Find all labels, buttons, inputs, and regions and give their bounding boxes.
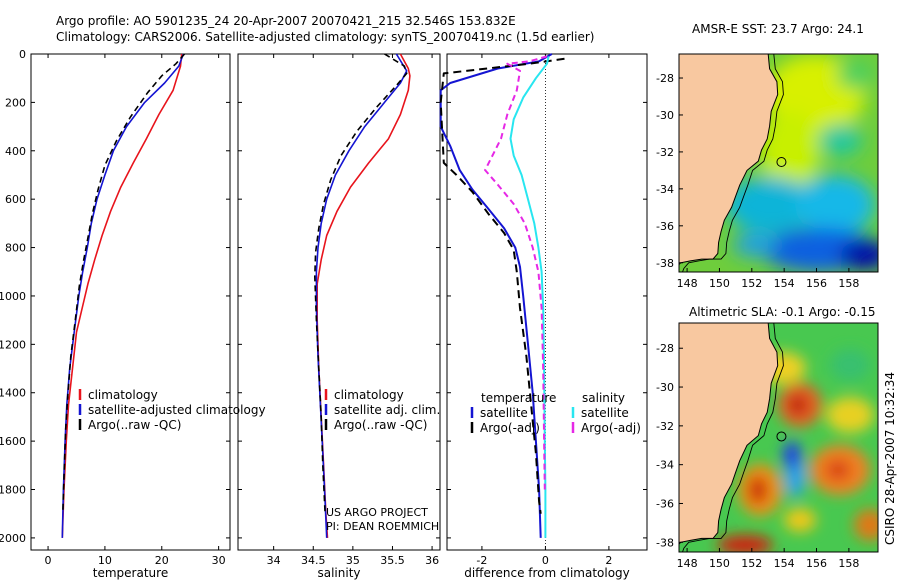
series-line bbox=[509, 56, 550, 538]
x-tick-label: 36 bbox=[425, 554, 439, 567]
y-tick-label: -34 bbox=[656, 459, 674, 472]
series-line bbox=[61, 53, 185, 538]
legend-label: satellite adj. clim. bbox=[334, 403, 440, 417]
x-tick-label: 10 bbox=[98, 554, 112, 567]
map-frame bbox=[678, 322, 879, 553]
y-tick-label: -38 bbox=[656, 257, 674, 270]
y-tick-label: -36 bbox=[656, 220, 674, 233]
legend-label: Argo(..raw -QC) bbox=[334, 418, 427, 432]
map-frame bbox=[678, 53, 879, 273]
y-tick-label: 1400 bbox=[0, 387, 26, 400]
series-line bbox=[61, 53, 183, 538]
y-tick-label: 1000 bbox=[0, 290, 26, 303]
y-tick-label: -28 bbox=[656, 72, 674, 85]
shelf-contour bbox=[682, 323, 784, 552]
y-tick-label: 600 bbox=[5, 193, 26, 206]
y-tick-label: -34 bbox=[656, 183, 674, 196]
argo-position-marker bbox=[776, 431, 787, 442]
x-tick-label: 30 bbox=[212, 554, 226, 567]
axes-frame bbox=[30, 53, 231, 551]
y-tick-label: 1200 bbox=[0, 338, 26, 351]
credit-line-1: US ARGO PROJECT bbox=[326, 506, 428, 519]
axes-frame bbox=[446, 53, 648, 551]
salinity-profile bbox=[237, 53, 441, 551]
legend-label: Argo(..raw -QC) bbox=[88, 418, 181, 432]
x-tick-label: 35 bbox=[346, 554, 360, 567]
series-line bbox=[439, 53, 553, 538]
x-tick-label: 152 bbox=[741, 557, 762, 570]
side-label: CSIRO 28-Apr-2007 10:32:34 bbox=[883, 371, 897, 545]
legend-label: satellite bbox=[581, 406, 629, 420]
legend-heading: salinity bbox=[582, 391, 625, 405]
legend-label: satellite-adjusted climatology bbox=[88, 403, 266, 417]
x-tick-label: 150 bbox=[709, 557, 730, 570]
y-tick-label: 2000 bbox=[0, 532, 26, 545]
y-tick-label: 400 bbox=[5, 145, 26, 158]
sla-map-title: Altimetric SLA: -0.1 Argo: -0.15 bbox=[689, 305, 876, 319]
shelf-contour bbox=[682, 54, 784, 272]
x-tick-label: 158 bbox=[838, 277, 859, 290]
y-tick-label: 800 bbox=[5, 242, 26, 255]
legend-heading: temperature bbox=[481, 391, 556, 405]
x-tick-label: 158 bbox=[838, 557, 859, 570]
y-tick-label: -38 bbox=[656, 536, 674, 549]
x-axis-label: temperature bbox=[93, 566, 168, 580]
legend-label: Argo(-adj) bbox=[480, 421, 540, 435]
x-tick-label: 0 bbox=[542, 554, 549, 567]
x-tick-label: 0 bbox=[45, 554, 52, 567]
y-tick-label: -32 bbox=[656, 146, 674, 159]
sst-map-title: AMSR-E SST: 23.7 Argo: 24.1 bbox=[692, 22, 864, 36]
series-line bbox=[62, 53, 186, 514]
header-line-2: Climatology: CARS2006. Satellite-adjuste… bbox=[56, 30, 595, 44]
x-tick-label: 148 bbox=[677, 557, 698, 570]
temperature-profile bbox=[30, 53, 231, 551]
x-tick-label: 34.5 bbox=[301, 554, 326, 567]
x-tick-label: -2 bbox=[476, 554, 487, 567]
x-tick-label: 35.5 bbox=[380, 554, 405, 567]
x-tick-label: 2 bbox=[605, 554, 612, 567]
legend-label: climatology bbox=[334, 388, 404, 402]
y-tick-label: 1600 bbox=[0, 435, 26, 448]
series-line bbox=[484, 55, 548, 490]
credit-line-2: PI: DEAN ROEMMICH bbox=[326, 520, 440, 533]
x-tick-label: 154 bbox=[774, 277, 795, 290]
legend-label: satellite bbox=[480, 406, 528, 420]
legend-label: climatology bbox=[88, 388, 158, 402]
axes-frame bbox=[237, 53, 441, 551]
x-tick-label: 20 bbox=[155, 554, 169, 567]
x-tick-label: 152 bbox=[741, 277, 762, 290]
x-axis-label: difference from climatology bbox=[464, 566, 630, 580]
y-tick-label: 200 bbox=[5, 96, 26, 109]
sla-map-overlay bbox=[679, 323, 787, 552]
difference-profile bbox=[439, 53, 648, 551]
series-line bbox=[316, 53, 411, 538]
y-tick-label: -30 bbox=[656, 109, 674, 122]
y-tick-label: -28 bbox=[656, 342, 674, 355]
x-tick-label: 150 bbox=[709, 277, 730, 290]
y-tick-label: -36 bbox=[656, 497, 674, 510]
x-tick-label: 148 bbox=[677, 277, 698, 290]
x-axis-label: salinity bbox=[317, 566, 360, 580]
x-tick-label: 156 bbox=[806, 277, 827, 290]
y-tick-label: 0 bbox=[19, 48, 26, 61]
header-line-1: Argo profile: AO 5901235_24 20-Apr-2007 … bbox=[56, 14, 516, 28]
x-tick-label: 156 bbox=[806, 557, 827, 570]
y-tick-label: -32 bbox=[656, 420, 674, 433]
x-tick-label: 34 bbox=[267, 554, 281, 567]
y-tick-label: 1800 bbox=[0, 484, 26, 497]
series-line bbox=[314, 53, 408, 514]
x-tick-label: 154 bbox=[774, 557, 795, 570]
legend-label: Argo(-adj) bbox=[581, 421, 641, 435]
argo-position-marker bbox=[776, 157, 787, 168]
series-line bbox=[439, 57, 565, 514]
y-tick-label: -30 bbox=[656, 381, 674, 394]
